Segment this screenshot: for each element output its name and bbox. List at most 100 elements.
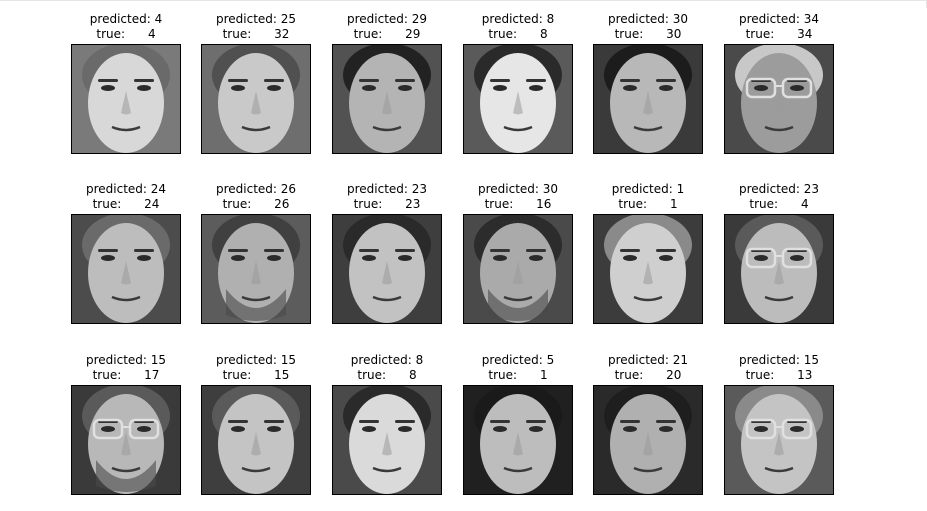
predicted-label: predicted: 21 bbox=[607, 353, 689, 367]
face-image bbox=[71, 385, 181, 495]
true-label: true: 8 bbox=[488, 27, 548, 41]
right-eyebrow bbox=[264, 249, 284, 252]
nose bbox=[513, 91, 523, 115]
right-eye bbox=[267, 426, 281, 432]
face-panel: predicted: 15 true: 17 bbox=[71, 353, 181, 503]
left-eyebrow bbox=[490, 79, 510, 82]
true-label: true: 23 bbox=[353, 197, 421, 211]
face-image bbox=[463, 385, 573, 495]
nose bbox=[643, 432, 653, 456]
right-eyebrow bbox=[264, 79, 284, 82]
face-panel: predicted: 23 true: 23 bbox=[332, 182, 442, 332]
predicted-label: predicted: 23 bbox=[738, 182, 820, 196]
right-eye bbox=[529, 255, 543, 261]
predicted-label: predicted: 1 bbox=[611, 182, 685, 196]
mouth bbox=[764, 125, 794, 132]
true-label: true: 26 bbox=[222, 197, 290, 211]
left-eye bbox=[101, 85, 115, 91]
nose bbox=[382, 432, 392, 456]
right-eye bbox=[529, 426, 543, 432]
face-panel: predicted: 15 true: 15 bbox=[201, 353, 311, 503]
true-label: true: 32 bbox=[222, 27, 290, 41]
nose bbox=[643, 261, 653, 285]
face-panel: predicted: 5 true: 1 bbox=[463, 353, 573, 503]
face-image bbox=[463, 214, 573, 324]
panel-title: predicted: 1 true: 1 bbox=[573, 182, 723, 212]
panel-title: predicted: 8 true: 8 bbox=[312, 353, 462, 383]
right-eyebrow bbox=[656, 420, 676, 423]
mouth bbox=[764, 295, 794, 302]
left-eye bbox=[623, 255, 637, 261]
face-image bbox=[332, 385, 442, 495]
glasses-right-lens bbox=[781, 247, 813, 269]
predicted-label: predicted: 8 bbox=[481, 12, 555, 26]
predicted-label: predicted: 5 bbox=[481, 353, 555, 367]
face-panel: predicted: 24 true: 24 bbox=[71, 182, 181, 332]
face-panel: predicted: 8 true: 8 bbox=[332, 353, 442, 503]
nose bbox=[382, 261, 392, 285]
left-eyebrow bbox=[228, 249, 248, 252]
right-eyebrow bbox=[134, 79, 154, 82]
right-eye bbox=[267, 85, 281, 91]
right-eyebrow bbox=[526, 249, 546, 252]
nose bbox=[774, 91, 784, 115]
glasses-left-lens bbox=[745, 77, 777, 99]
true-label: true: 34 bbox=[745, 27, 813, 41]
panel-title: predicted: 4 true: 4 bbox=[51, 12, 201, 42]
left-eyebrow bbox=[359, 79, 379, 82]
panel-title: predicted: 26 true: 26 bbox=[181, 182, 331, 212]
right-eye bbox=[137, 85, 151, 91]
right-eyebrow bbox=[395, 249, 415, 252]
true-label: true: 30 bbox=[614, 27, 682, 41]
right-eye bbox=[398, 255, 412, 261]
mouth bbox=[241, 466, 271, 473]
left-eye bbox=[101, 255, 115, 261]
panel-title: predicted: 15 true: 15 bbox=[181, 353, 331, 383]
mouth bbox=[372, 466, 402, 473]
left-eye bbox=[623, 426, 637, 432]
predicted-label: predicted: 29 bbox=[346, 12, 428, 26]
right-eye bbox=[398, 426, 412, 432]
left-eyebrow bbox=[490, 420, 510, 423]
right-eye bbox=[790, 255, 804, 261]
right-eyebrow bbox=[526, 79, 546, 82]
mouth bbox=[633, 466, 663, 473]
panel-title: predicted: 30 true: 30 bbox=[573, 12, 723, 42]
face-panel: predicted: 26 true: 26 bbox=[201, 182, 311, 332]
mouth bbox=[372, 125, 402, 132]
face-panel: predicted: 8 true: 8 bbox=[463, 12, 573, 162]
glasses-right-lens bbox=[128, 418, 160, 440]
face-panel: predicted: 1 true: 1 bbox=[593, 182, 703, 332]
left-eye bbox=[231, 426, 245, 432]
beard bbox=[226, 289, 286, 321]
true-label: true: 17 bbox=[92, 368, 160, 382]
nose bbox=[774, 432, 784, 456]
right-eye bbox=[398, 85, 412, 91]
left-eye bbox=[623, 85, 637, 91]
mouth bbox=[241, 295, 271, 302]
left-eyebrow bbox=[98, 79, 118, 82]
left-eye bbox=[231, 255, 245, 261]
nose bbox=[251, 432, 261, 456]
predicted-label: predicted: 30 bbox=[477, 182, 559, 196]
right-eyebrow bbox=[264, 420, 284, 423]
mouth bbox=[111, 125, 141, 132]
mouth bbox=[764, 466, 794, 473]
face-panel: predicted: 15 true: 13 bbox=[724, 353, 834, 503]
left-eyebrow bbox=[620, 79, 640, 82]
glasses-right-lens bbox=[781, 77, 813, 99]
nose bbox=[513, 432, 523, 456]
face-image bbox=[201, 214, 311, 324]
predicted-label: predicted: 15 bbox=[215, 353, 297, 367]
panel-title: predicted: 24 true: 24 bbox=[51, 182, 201, 212]
left-eye bbox=[493, 255, 507, 261]
left-eyebrow bbox=[228, 79, 248, 82]
face-image bbox=[724, 214, 834, 324]
right-eye bbox=[659, 426, 673, 432]
face-panel: predicted: 21 true: 20 bbox=[593, 353, 703, 503]
left-eyebrow bbox=[620, 249, 640, 252]
face-image bbox=[332, 214, 442, 324]
panel-title: predicted: 15 true: 13 bbox=[704, 353, 854, 383]
mouth bbox=[503, 295, 533, 302]
left-eyebrow bbox=[359, 249, 379, 252]
